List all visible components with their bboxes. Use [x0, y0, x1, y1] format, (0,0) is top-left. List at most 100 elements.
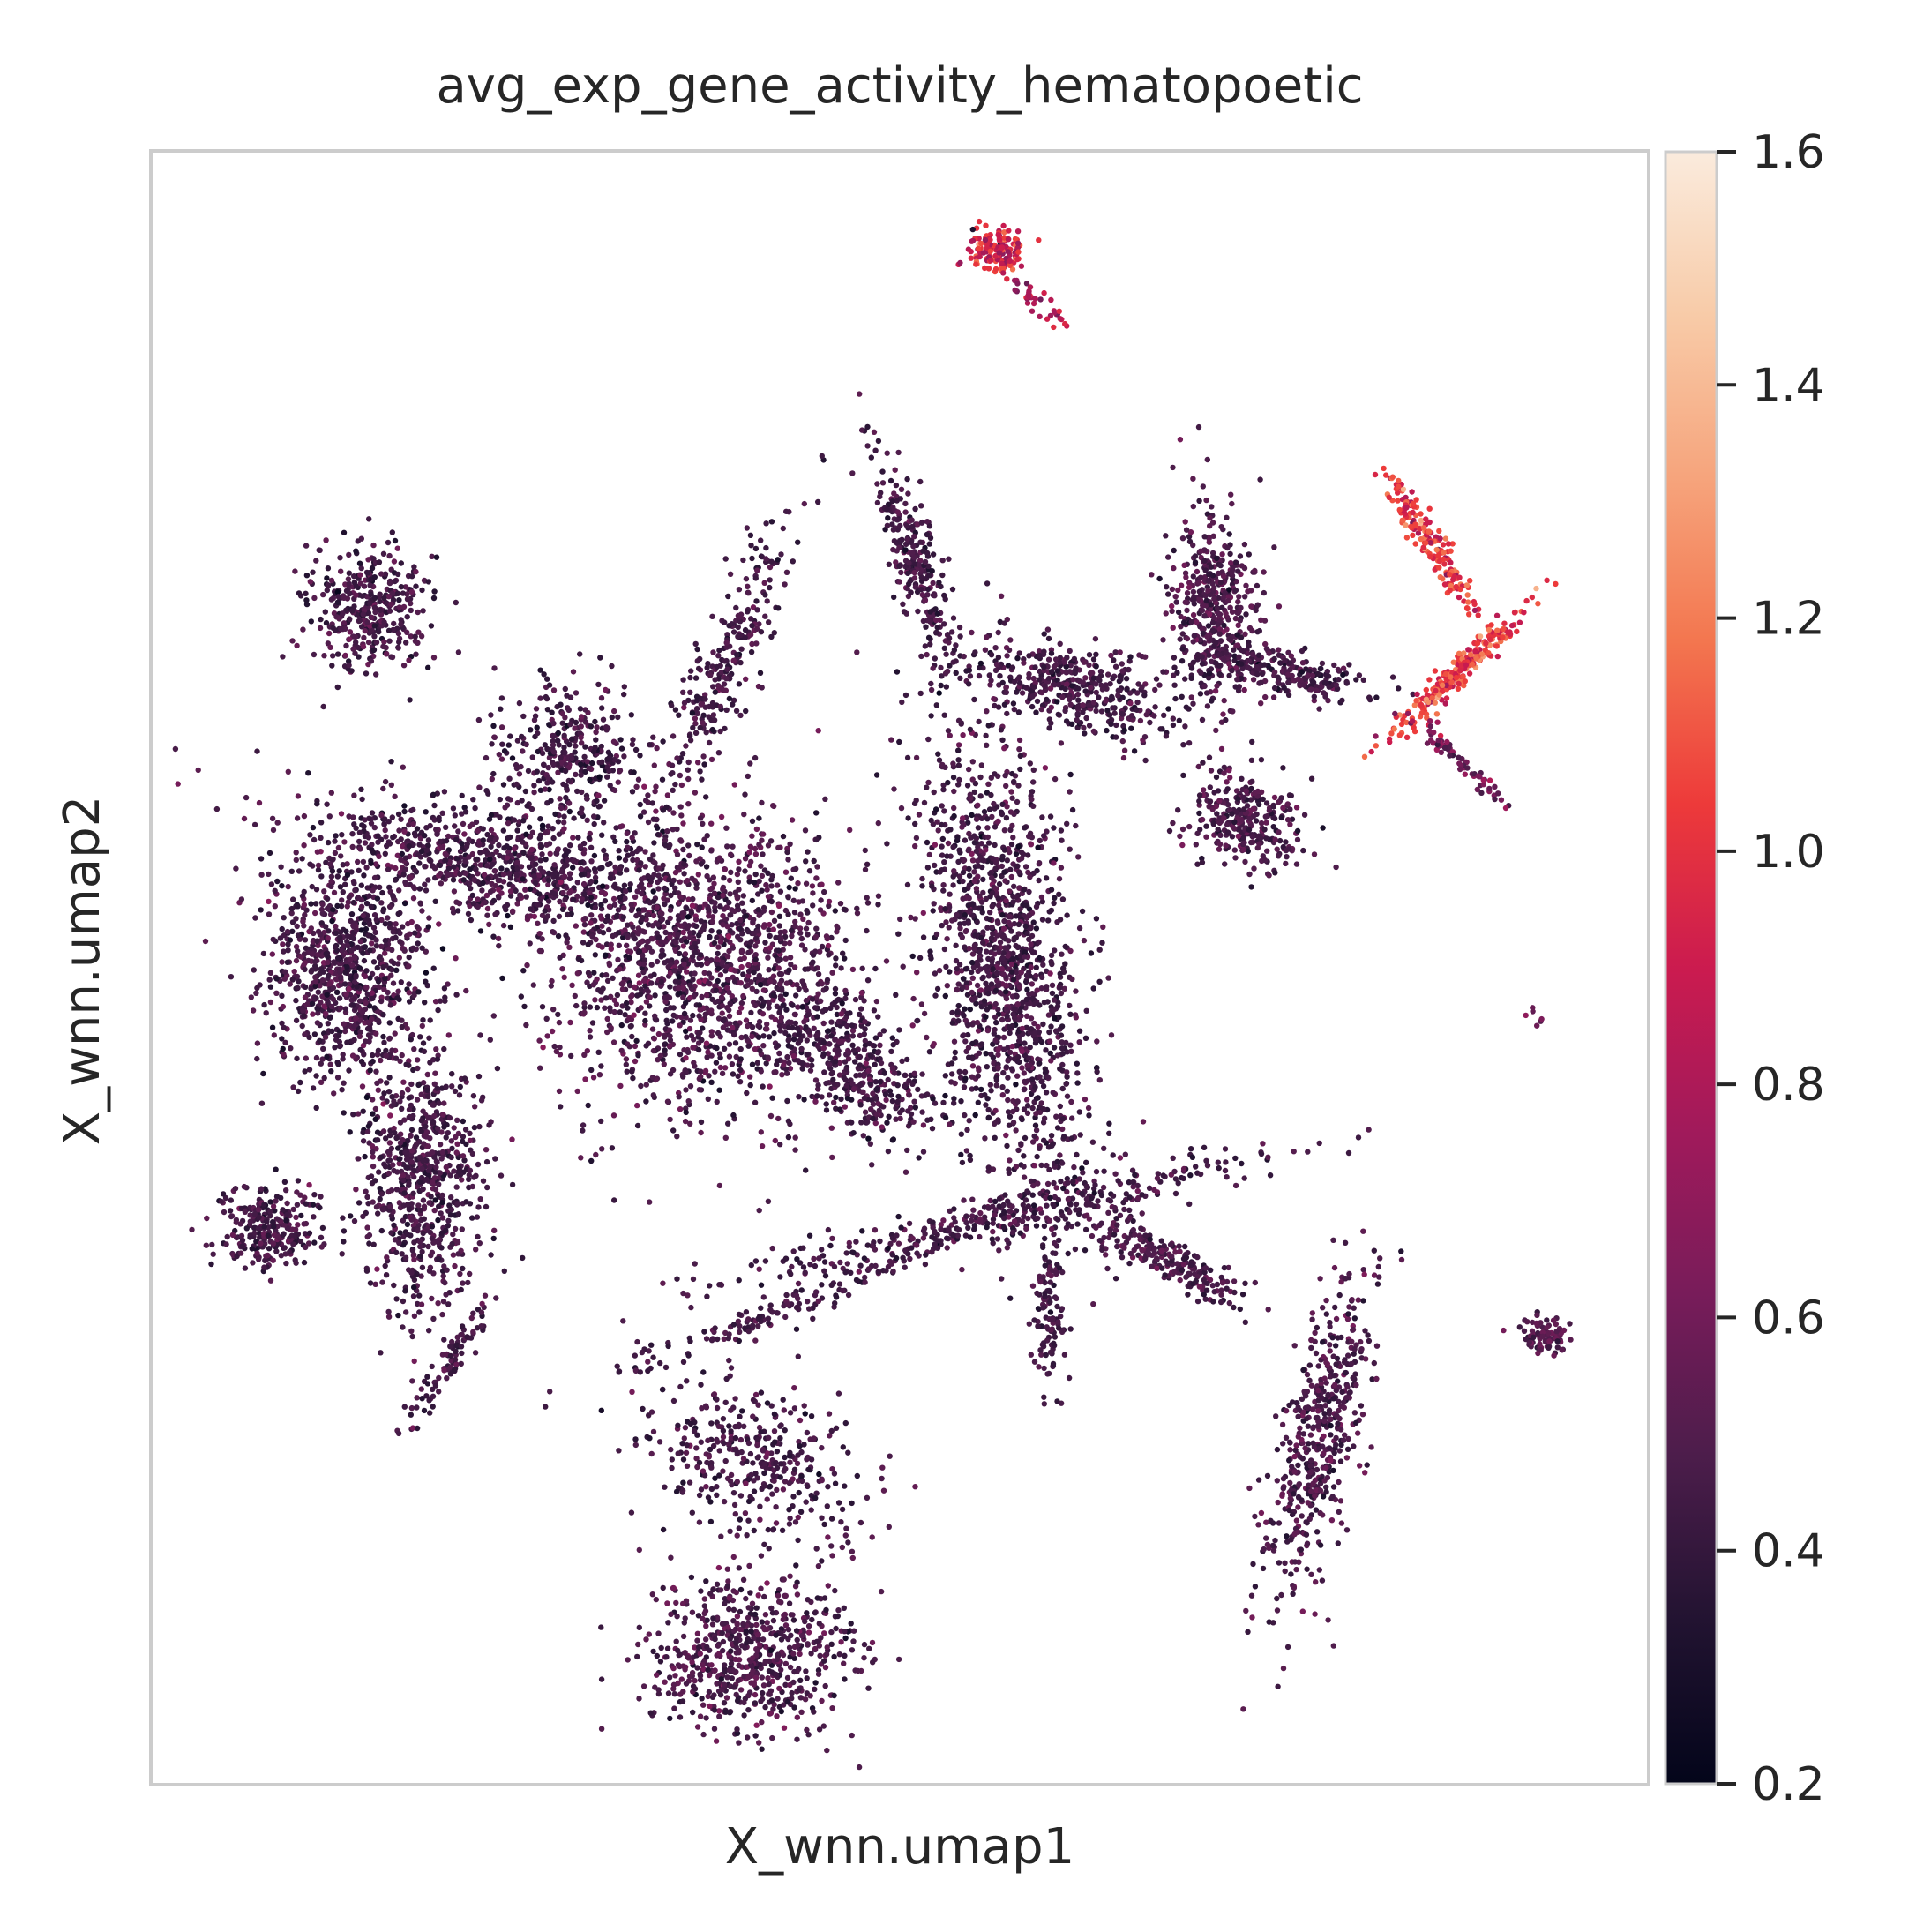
scatter-point	[747, 532, 754, 538]
scatter-point	[514, 738, 521, 744]
scatter-point	[602, 1005, 608, 1011]
scatter-point	[504, 855, 511, 861]
scatter-point	[302, 984, 309, 991]
scatter-point	[592, 718, 598, 725]
scatter-point	[489, 775, 495, 783]
scatter-point	[318, 873, 325, 880]
scatter-point	[730, 701, 736, 708]
scatter-point	[637, 813, 644, 820]
scatter-point	[814, 1093, 820, 1099]
scatter-point	[760, 851, 766, 857]
scatter-point	[828, 1125, 835, 1131]
scatter-point	[270, 827, 277, 834]
scatter-point	[341, 595, 348, 601]
scatter-point	[303, 1055, 309, 1061]
scatter-point	[523, 831, 529, 837]
scatter-point	[524, 962, 530, 969]
scatter-point	[734, 871, 741, 878]
scatter-point	[340, 1056, 346, 1062]
scatter-point	[527, 886, 534, 892]
scatter-point	[623, 1061, 629, 1068]
scatter-point	[434, 831, 440, 837]
scatter-point	[765, 842, 772, 849]
scatter-point	[467, 866, 473, 872]
scatter-point	[400, 663, 408, 669]
scatter-point	[731, 1031, 737, 1038]
scatter-point	[749, 1061, 756, 1067]
scatter-point	[511, 846, 518, 852]
scatter-point	[546, 682, 553, 688]
scatter-point	[406, 981, 412, 987]
scatter-point	[670, 1005, 677, 1011]
scatter-point	[664, 1098, 671, 1105]
scatter-point	[712, 908, 718, 914]
scatter-point	[630, 737, 636, 743]
scatter-point	[716, 1182, 723, 1189]
scatter-point	[370, 542, 377, 549]
scatter-point	[401, 947, 408, 954]
scatter-point	[364, 619, 370, 625]
scatter-point	[341, 620, 348, 626]
scatter-point	[460, 820, 467, 827]
scatter-point	[599, 705, 605, 711]
scatter-point	[369, 614, 375, 621]
scatter-point	[803, 880, 810, 887]
scatter-point	[378, 900, 385, 906]
scatter-point	[604, 977, 611, 985]
scatter-point	[572, 725, 578, 731]
scatter-point	[410, 945, 416, 952]
scatter-point	[792, 1134, 798, 1141]
scatter-point	[455, 649, 462, 655]
scatter-point	[347, 590, 353, 597]
scatter-point	[293, 857, 299, 864]
scatter-point	[487, 856, 493, 863]
scatter-point	[370, 995, 376, 1002]
scatter-point	[696, 1002, 703, 1008]
scatter-point	[984, 241, 991, 248]
scatter-point	[357, 572, 363, 578]
scatter-point	[820, 1020, 827, 1027]
scatter-point	[648, 962, 655, 968]
scatter-point	[698, 918, 705, 925]
scatter-point	[401, 828, 408, 835]
scatter-point	[881, 1070, 887, 1076]
scatter-point	[524, 803, 530, 809]
scatter-point	[342, 652, 348, 659]
scatter-point	[565, 800, 573, 806]
scatter-point	[475, 896, 481, 902]
scatter-point	[649, 800, 655, 806]
scatter-point	[414, 826, 421, 832]
scatter-point	[657, 1052, 663, 1060]
scatter-point	[514, 799, 520, 806]
scatter-point	[768, 883, 775, 889]
scatter-point	[767, 978, 774, 985]
scatter-point	[573, 1002, 580, 1009]
scatter-point	[693, 693, 700, 700]
scatter-point	[670, 877, 677, 884]
scatter-point	[427, 1017, 433, 1023]
scatter-point	[751, 930, 757, 937]
scatter-point	[987, 236, 993, 243]
scatter-point	[410, 895, 417, 902]
scatter-point	[579, 740, 585, 746]
scatter-point	[498, 890, 505, 896]
scatter-point	[759, 1143, 766, 1149]
scatter-point	[759, 837, 765, 843]
scatter-point	[883, 1097, 889, 1104]
scatter-point	[296, 868, 303, 874]
scatter-point	[805, 932, 811, 938]
scatter-point	[735, 1073, 741, 1080]
scatter-point	[1009, 266, 1016, 273]
scatter-point	[519, 733, 525, 740]
scatter-point	[599, 832, 605, 838]
scatter-point	[760, 987, 767, 993]
scatter-point	[745, 982, 751, 988]
scatter-point	[864, 927, 870, 934]
scatter-point	[395, 910, 401, 917]
scatter-point	[295, 1088, 302, 1095]
scatter-point	[849, 1033, 856, 1039]
scatter-point	[396, 604, 403, 610]
scatter-point	[400, 924, 406, 930]
scatter-point	[572, 992, 578, 1000]
scatter-point	[1026, 289, 1032, 296]
